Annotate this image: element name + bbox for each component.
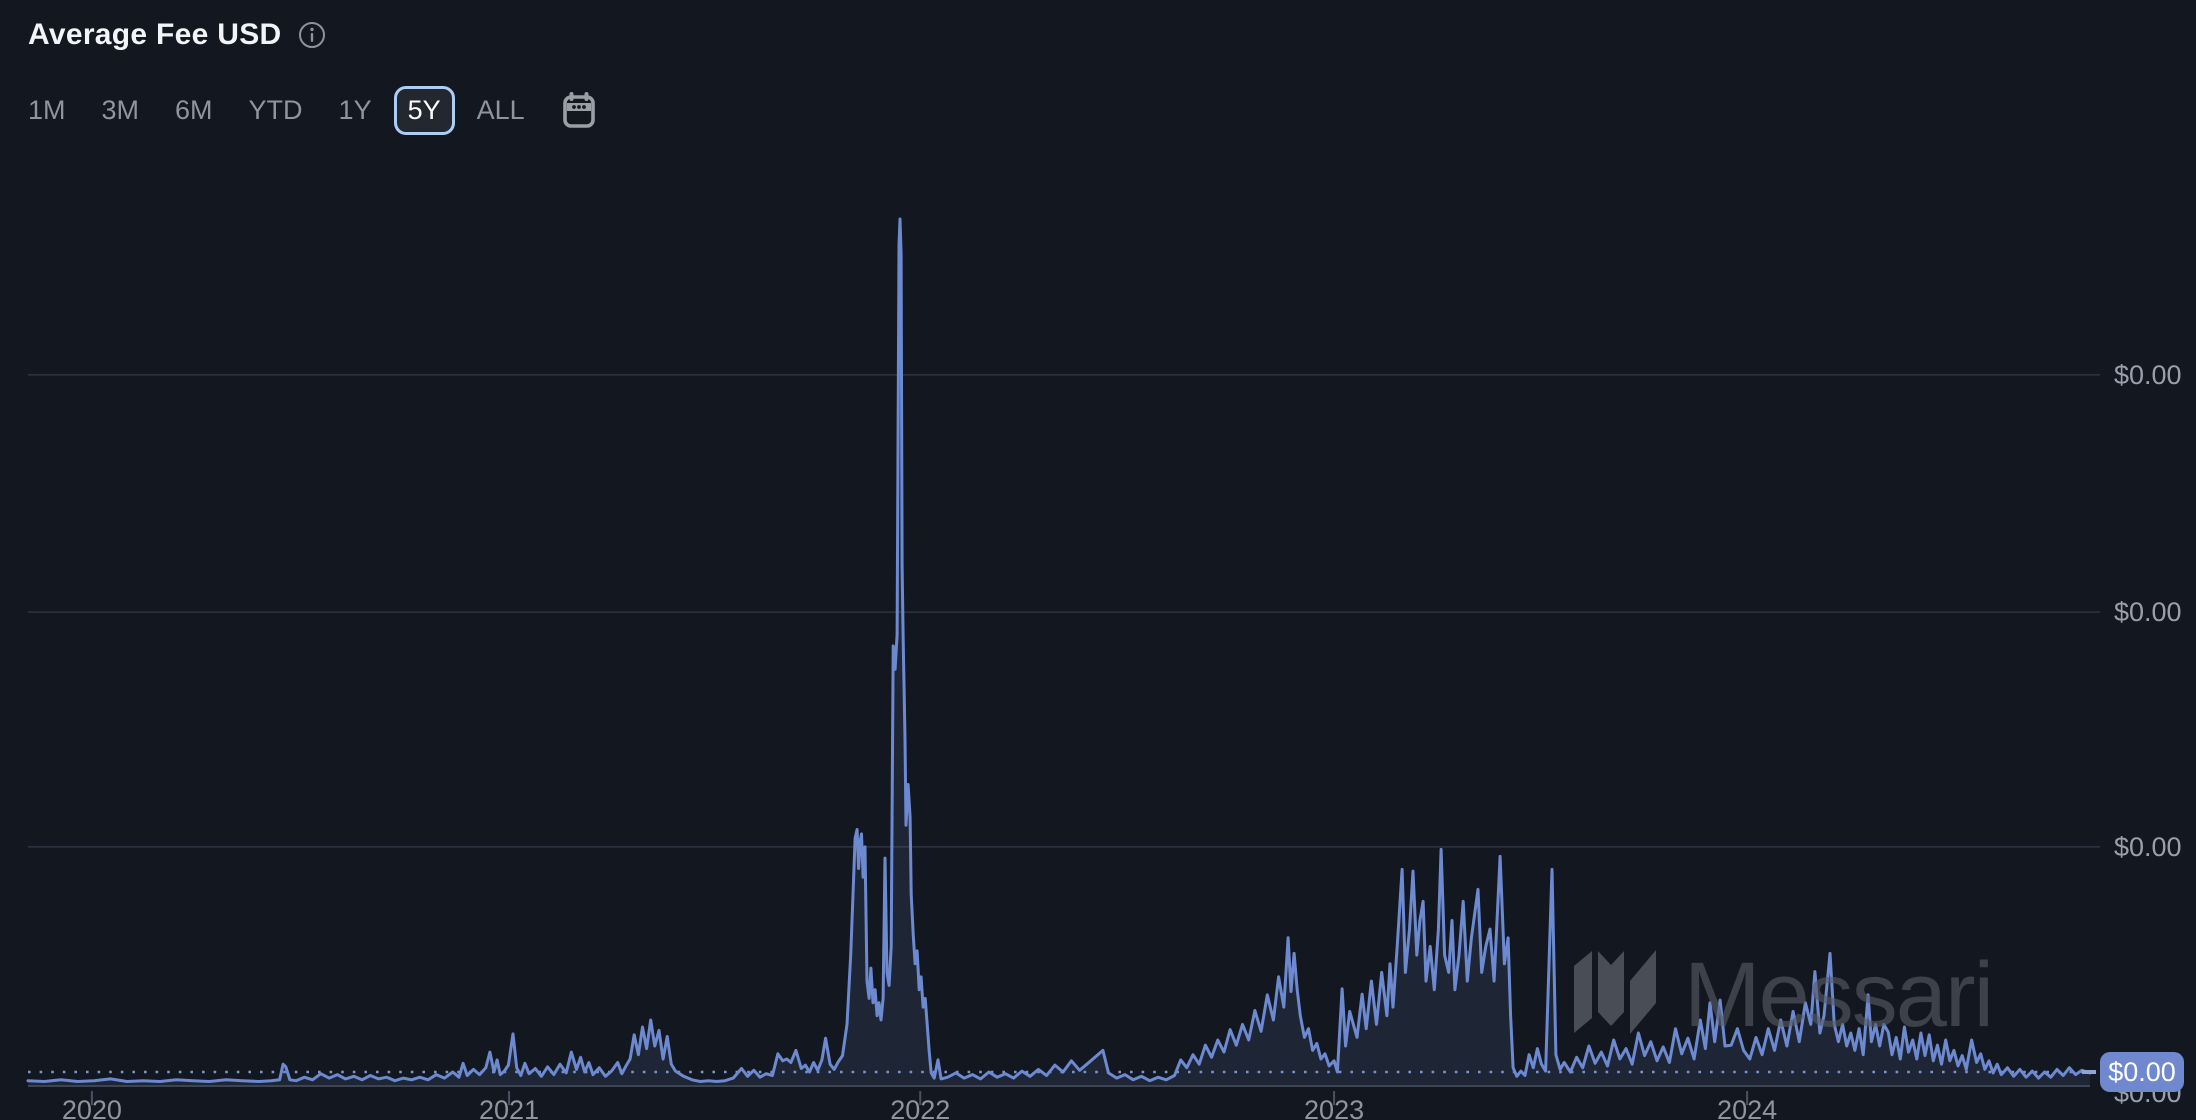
messari-logo-mark (1574, 951, 1592, 1033)
page-title: Average Fee USD (28, 18, 282, 51)
x-axis-label-2022: 2022 (890, 1095, 950, 1120)
info-icon[interactable] (298, 21, 326, 49)
messari-watermark-text: Messari (1684, 944, 1992, 1046)
x-axis-label-2024: 2024 (1717, 1095, 1777, 1120)
calendar-button[interactable] (562, 92, 595, 128)
range-button-all[interactable]: ALL (476, 94, 525, 125)
messari-logo-mark (1630, 950, 1656, 1034)
messari-logo-mark (1598, 951, 1624, 1026)
x-axis-label-2021: 2021 (479, 1095, 539, 1120)
y-axis-label-1: $0.00 (2114, 597, 2182, 627)
range-button-3m[interactable]: 3M (101, 94, 140, 125)
messari-watermark: Messari (1574, 944, 1994, 1046)
range-button-1m[interactable]: 1M (28, 94, 66, 125)
series-line-average-fee-usd (26, 217, 2092, 1083)
y-axis-label-2: $0.00 (2114, 832, 2182, 862)
x-axis-label-2020: 2020 (62, 1095, 122, 1120)
current-value-badge (2100, 1052, 2184, 1093)
range-button-1y[interactable]: 1Y (338, 94, 372, 125)
chart-header: Average Fee USD (28, 18, 326, 52)
range-button-ytd[interactable]: YTD (248, 94, 303, 125)
range-button-6m[interactable]: 6M (175, 94, 213, 125)
x-axis-label-2023: 2023 (1304, 1095, 1364, 1120)
current-value-badge-label: $0.00 (2108, 1057, 2176, 1087)
y-axis-label-0: $0.00 (2114, 360, 2182, 390)
calendar-icon (562, 92, 595, 128)
time-range-toolbar: 1M 3M 6M YTD 1Y 5Y ALL (28, 84, 595, 136)
range-button-5y[interactable]: 5Y (393, 85, 455, 135)
time-range-selector: 1M 3M 6M YTD 1Y 5Y ALL (28, 85, 525, 135)
